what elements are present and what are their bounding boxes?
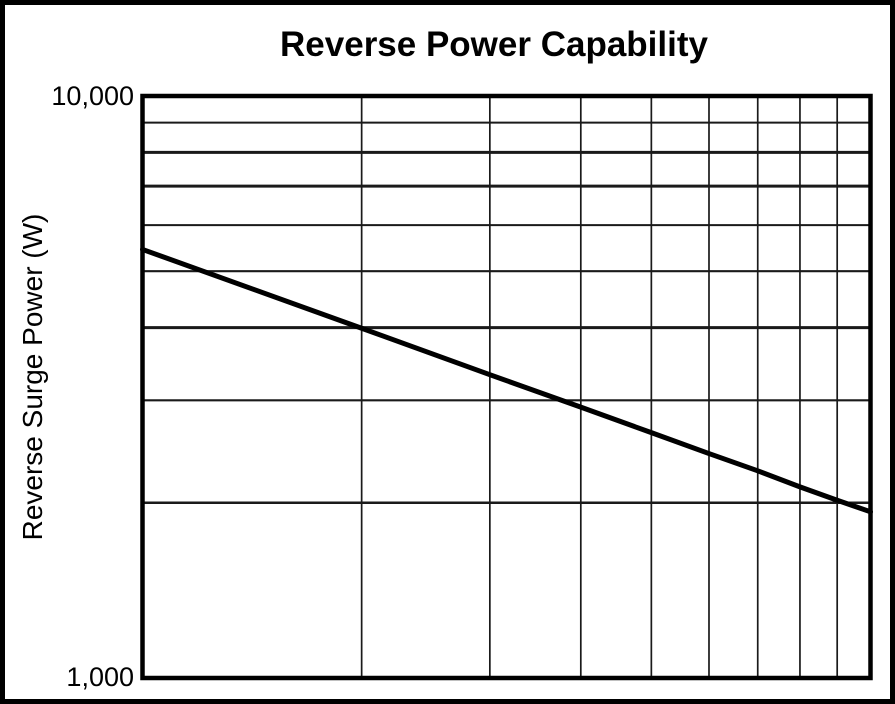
data-line-reverse-surge-power bbox=[140, 246, 873, 515]
plot-border bbox=[140, 93, 873, 681]
y-axis-max-tick-label: 10,000 bbox=[51, 81, 134, 111]
chart-title: Reverse Power Capability bbox=[280, 25, 708, 64]
y-axis-min-tick-label: 1,000 bbox=[66, 662, 134, 692]
